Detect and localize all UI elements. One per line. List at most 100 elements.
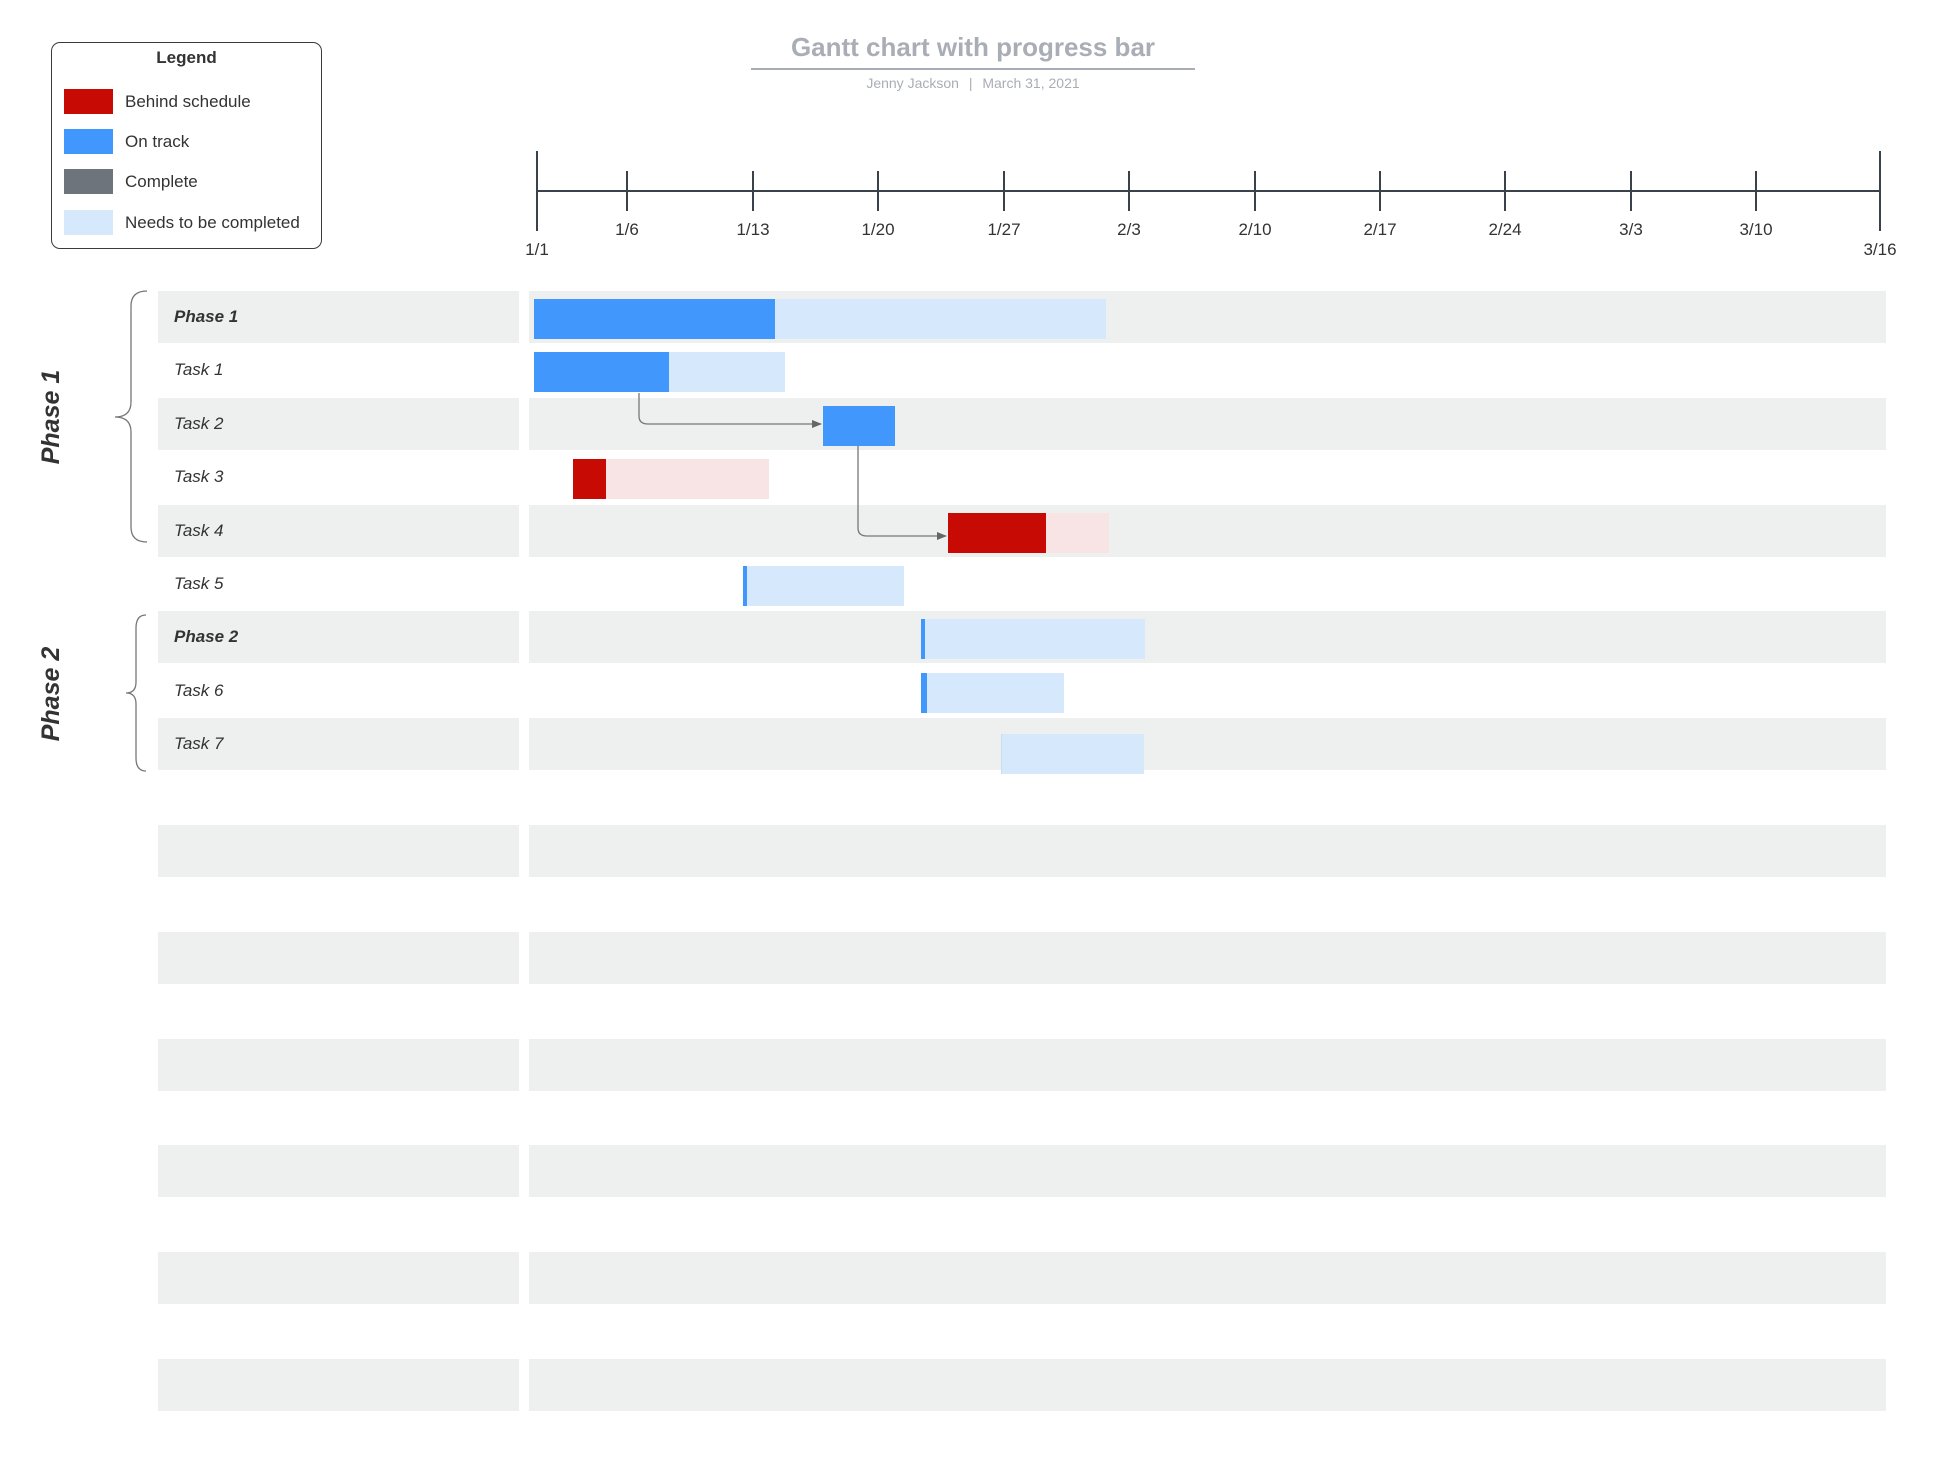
- legend-label: On track: [125, 131, 190, 151]
- tick-label: 1/1: [525, 240, 549, 259]
- legend-swatch-light-blue: [64, 210, 113, 235]
- task-bar-progress[interactable]: [743, 566, 747, 606]
- task-bar-remaining[interactable]: [921, 619, 1145, 659]
- legend-swatch-gray: [64, 169, 113, 194]
- group-braces: [114, 290, 148, 772]
- timeline-row: [529, 1145, 1886, 1197]
- row-label-task-3: Task 3: [158, 451, 519, 503]
- timeline-row: [529, 1039, 1886, 1091]
- tick-label: 3/10: [1739, 220, 1773, 239]
- chart-subtitle: Jenny Jackson | March 31, 2021: [751, 75, 1195, 91]
- brace-phase-2: [125, 614, 147, 772]
- task-bar-progress[interactable]: [1001, 734, 1002, 774]
- row-label-task-6: Task 6: [158, 665, 519, 717]
- row-label-task-5: Task 5: [158, 558, 519, 610]
- row-label-text: Task 1: [174, 360, 224, 379]
- tick-label: 3/16: [1863, 240, 1897, 259]
- legend-item-behind-schedule: Behind schedule: [64, 89, 251, 114]
- timeline-axis: 1/1 1/6 1/13 1/20 1/27 2/3 2/10 2/17 2/24 3/3 3/10…: [0, 0, 1943, 270]
- timeline-row: [529, 558, 1886, 610]
- row-label-empty: [158, 772, 519, 824]
- row-label-empty: [158, 878, 519, 930]
- tick-label: 2/24: [1488, 220, 1522, 239]
- timeline-row: [529, 1306, 1886, 1358]
- tick-label: 1/6: [615, 220, 639, 239]
- title-underline: [751, 68, 1195, 70]
- tick-label: 1/13: [736, 220, 770, 239]
- row-label-task-7: Task 7: [158, 718, 519, 770]
- task-bar-progress[interactable]: [573, 459, 606, 499]
- row-label-empty: [158, 1199, 519, 1251]
- legend-swatch-red: [64, 89, 113, 114]
- timeline-row: [529, 611, 1886, 663]
- row-label-empty: [158, 1039, 519, 1091]
- row-label-empty: [158, 985, 519, 1037]
- timeline-row: [529, 1092, 1886, 1144]
- group-label-phase-1: Phase 1: [37, 369, 65, 465]
- tick-label: 2/10: [1238, 220, 1272, 239]
- legend-label: Needs to be completed: [125, 212, 300, 232]
- task-bar-progress[interactable]: [534, 352, 669, 392]
- task-bar-progress[interactable]: [921, 619, 925, 659]
- row-label-empty: [158, 1092, 519, 1144]
- legend: Legend Behind schedule On track Complete…: [51, 42, 322, 249]
- row-label-text: Task 6: [174, 681, 224, 700]
- timeline-row: [529, 1359, 1886, 1411]
- row-label-phase-2: Phase 2: [158, 611, 519, 663]
- row-label-empty: [158, 1252, 519, 1304]
- row-label-empty: [158, 1306, 519, 1358]
- timeline-row: [529, 1199, 1886, 1251]
- task-bar-remaining[interactable]: [921, 673, 1064, 713]
- task-bar-remaining[interactable]: [743, 566, 904, 606]
- timeline-row: [529, 718, 1886, 770]
- group-label-phase-2: Phase 2: [37, 646, 65, 742]
- legend-item-needs-to-be-completed: Needs to be completed: [64, 210, 300, 235]
- legend-title: Legend: [156, 48, 217, 67]
- brace-phase-1: [114, 290, 148, 543]
- tick-label: 1/27: [987, 220, 1021, 239]
- timeline-row: [529, 772, 1886, 824]
- task-bar-progress[interactable]: [823, 406, 895, 446]
- timeline-row: [529, 878, 1886, 930]
- row-label-phase-1: Phase 1: [158, 291, 519, 343]
- row-label-text: Task 5: [174, 574, 224, 593]
- timeline-row: [529, 985, 1886, 1037]
- row-label-empty: [158, 1145, 519, 1197]
- tick-label: 1/20: [861, 220, 895, 239]
- row-label-task-1: Task 1: [158, 344, 519, 396]
- row-label-text: Task 3: [174, 467, 224, 486]
- legend-swatch-blue: [64, 129, 113, 154]
- legend-item-complete: Complete: [64, 169, 198, 194]
- timeline-row: [529, 398, 1886, 450]
- timeline-row: [529, 505, 1886, 557]
- timeline-row: [529, 825, 1886, 877]
- task-bar-remaining[interactable]: [1001, 734, 1144, 774]
- legend-label: Behind schedule: [125, 91, 251, 111]
- row-label-text: Task 2: [174, 414, 224, 433]
- axis-lines: [536, 151, 1881, 231]
- row-label-text: Task 4: [174, 521, 224, 540]
- timeline-row: [529, 665, 1886, 717]
- row-label-task-2: Task 2: [158, 398, 519, 450]
- tick-label: 2/3: [1117, 220, 1141, 239]
- timeline-row: [529, 932, 1886, 984]
- task-bar-progress[interactable]: [948, 513, 1046, 553]
- row-label-text: Phase 1: [174, 307, 239, 326]
- row-label-empty: [158, 932, 519, 984]
- separator: |: [968, 75, 973, 91]
- date: March 31, 2021: [982, 75, 1080, 91]
- tick-label: 3/3: [1619, 220, 1643, 239]
- row-label-task-4: Task 4: [158, 505, 519, 557]
- task-bar-progress[interactable]: [534, 299, 775, 339]
- chart-title: Gantt chart with progress bar: [790, 32, 1156, 62]
- row-label-empty: [158, 1359, 519, 1411]
- row-label-text: Task 7: [174, 734, 224, 753]
- row-label-empty: [158, 825, 519, 877]
- tick-label: 2/17: [1363, 220, 1397, 239]
- legend-label: Complete: [125, 171, 198, 191]
- legend-item-on-track: On track: [64, 129, 189, 154]
- row-label-text: Phase 2: [174, 627, 239, 646]
- timeline-row: [529, 1252, 1886, 1304]
- author: Jenny Jackson: [866, 75, 959, 91]
- task-bar-progress[interactable]: [921, 673, 927, 713]
